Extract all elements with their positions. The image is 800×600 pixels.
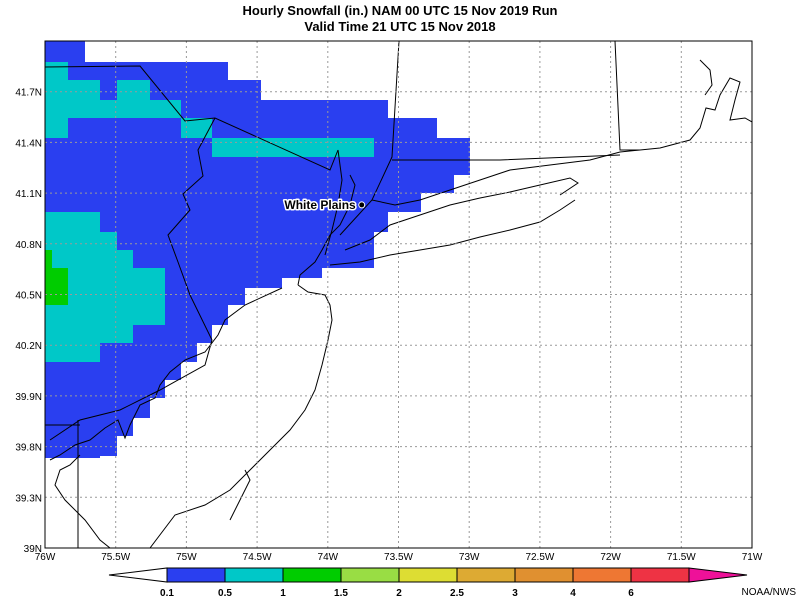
lat-tick-label: 41.7N xyxy=(15,88,42,99)
lon-tick-label: 71W xyxy=(742,552,763,563)
nj-cape-may xyxy=(229,469,251,521)
lon-tick-label: 76W xyxy=(35,552,56,563)
place-marker: White Plains xyxy=(283,196,366,213)
legend-label: 4 xyxy=(570,588,576,599)
lon-tick-label: 75W xyxy=(176,552,197,563)
lat-tick-label: 40.5N xyxy=(15,291,42,302)
plot-frame xyxy=(44,40,753,549)
ny-harbor-coast xyxy=(297,174,356,286)
lat-tick-label: 40.2N xyxy=(15,341,42,352)
white-plains-label: White Plains xyxy=(284,198,356,212)
snowfall-area-0-5-to-1-north xyxy=(45,62,374,157)
ma-ct-border xyxy=(392,154,621,161)
legend-max-arrow xyxy=(688,567,748,583)
nj-southern-coast xyxy=(149,284,333,548)
lat-tick-label: 39N xyxy=(24,544,42,555)
legend-swatch xyxy=(224,567,284,583)
pa-nj-delaware-river xyxy=(49,117,216,441)
latitude-labels: 41.7N 41.4N 41.1N 40.8N 40.5N 40.2N 39.9N 39.8N… xyxy=(15,88,42,555)
legend-label: 0.5 xyxy=(218,588,232,599)
long-island-south xyxy=(329,199,576,266)
legend-swatch xyxy=(456,567,516,583)
legend-label: 2 xyxy=(396,588,402,599)
legend-swatch xyxy=(166,567,226,583)
ny-pa-border xyxy=(45,65,339,171)
delmarva-coast xyxy=(54,454,111,548)
lon-tick-label: 73W xyxy=(459,552,480,563)
legend-swatch xyxy=(514,567,574,583)
snowfall-area-0-5-to-1-south xyxy=(45,212,165,362)
long-island-north xyxy=(344,177,579,251)
chart-title-line2: Valid Time 21 UTC 15 Nov 2018 xyxy=(304,19,496,34)
lon-tick-label: 72W xyxy=(600,552,621,563)
legend-swatch xyxy=(340,567,400,583)
ct-coast xyxy=(371,77,752,206)
white-plains-dot xyxy=(358,201,366,209)
legend-label: 1 xyxy=(280,588,286,599)
legend-swatch xyxy=(398,567,458,583)
credit-label: NOAA/NWS xyxy=(741,587,796,598)
delaware-bay-coast xyxy=(49,287,283,461)
lon-tick-label: 74.5W xyxy=(243,552,272,563)
lat-tick-label: 41.4N xyxy=(15,138,42,149)
ct-ri-ma-border xyxy=(614,41,640,151)
legend-swatch xyxy=(282,567,342,583)
legend-swatch xyxy=(572,567,632,583)
legend-label: 6 xyxy=(628,588,634,599)
legend-min-arrow xyxy=(108,567,168,583)
legend-label: 3 xyxy=(512,588,518,599)
lon-tick-label: 72.5W xyxy=(525,552,554,563)
hudson-river xyxy=(324,149,343,256)
legend-swatch xyxy=(630,567,690,583)
lat-tick-label: 40.8N xyxy=(15,240,42,251)
cape-cod xyxy=(699,59,713,96)
boundaries xyxy=(45,41,752,548)
chart-title-line1: Hourly Snowfall (in.) NAM 00 UTC 15 Nov … xyxy=(242,3,558,18)
lon-tick-label: 73.5W xyxy=(384,552,413,563)
legend-label: 0.1 xyxy=(160,588,174,599)
ny-ct-border xyxy=(339,41,400,236)
lat-tick-label: 39.3N xyxy=(15,493,42,504)
lat-tick-label: 41.1N xyxy=(15,189,42,200)
legend-label: 1.5 xyxy=(334,588,348,599)
lat-tick-label: 39.8N xyxy=(15,443,42,454)
snowfall-area-1-to-1-5 xyxy=(45,250,68,305)
lon-tick-label: 71.5W xyxy=(667,552,696,563)
legend-label: 2.5 xyxy=(450,588,464,599)
longitude-labels: 76W 75.5W 75W 74.5W 74W 73.5W 73W 72.5W 72W 71.5W… xyxy=(35,552,763,563)
legend-colorbar: 0.1 0.5 1 1.5 2 2.5 3 4 6 xyxy=(108,567,748,599)
lon-tick-label: 74W xyxy=(318,552,339,563)
snowfall-field xyxy=(45,41,470,458)
lat-tick-label: 39.9N xyxy=(15,392,42,403)
lon-tick-label: 75.5W xyxy=(101,552,130,563)
